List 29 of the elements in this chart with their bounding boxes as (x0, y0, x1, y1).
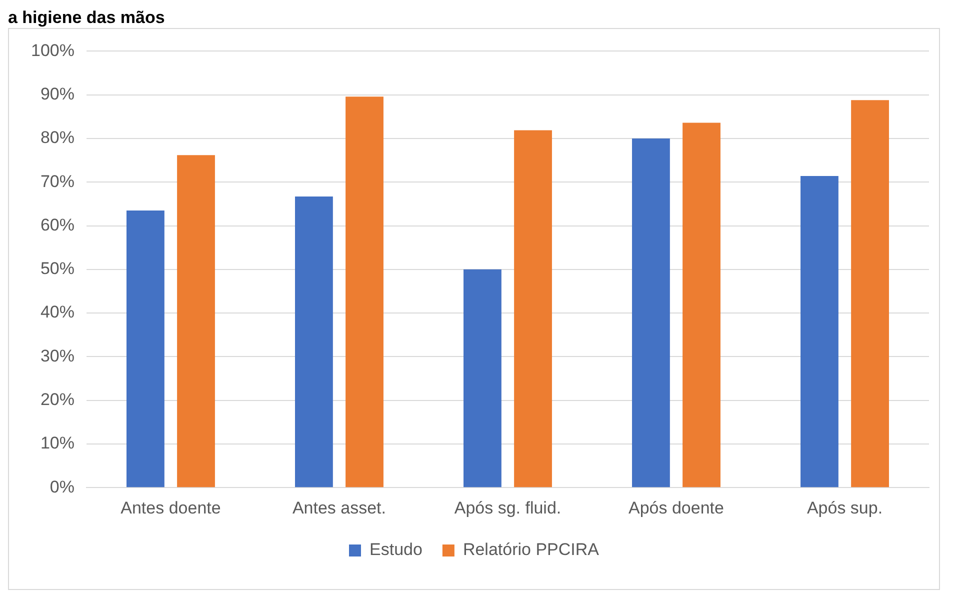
y-tick-label: 40% (40, 302, 74, 322)
legend-label: Relatório PPCIRA (462, 540, 600, 560)
y-tick-label: 70% (40, 172, 74, 191)
y-tick-label: 10% (40, 434, 74, 453)
chart-title: a higiene das mãos (8, 8, 166, 28)
bar (295, 196, 333, 488)
bar (514, 130, 552, 488)
y-tick-label: 30% (40, 346, 74, 366)
y-tick-label: 90% (40, 84, 74, 104)
bar (346, 96, 384, 488)
legend-label: Estudo (370, 540, 422, 560)
bar (464, 269, 502, 488)
y-tick-label: 60% (40, 215, 74, 234)
x-tick-label: Após sup. (806, 498, 883, 518)
bar (177, 155, 215, 488)
bar (126, 210, 164, 488)
y-tick-label: 20% (40, 390, 74, 410)
bar (800, 176, 838, 488)
y-tick-label: 0% (50, 477, 74, 496)
x-tick-label: Antes asset. (292, 498, 386, 518)
bar (632, 138, 670, 488)
x-tick-label: Antes doente (120, 498, 221, 518)
y-tick-label: 100% (30, 40, 74, 60)
x-tick-label: Após doente (628, 498, 724, 518)
bar (851, 100, 889, 488)
y-tick-label: 80% (40, 128, 74, 148)
y-tick-label: 50% (40, 259, 74, 278)
bar (682, 122, 720, 488)
x-tick-label: Após sg. fluid. (454, 498, 562, 518)
